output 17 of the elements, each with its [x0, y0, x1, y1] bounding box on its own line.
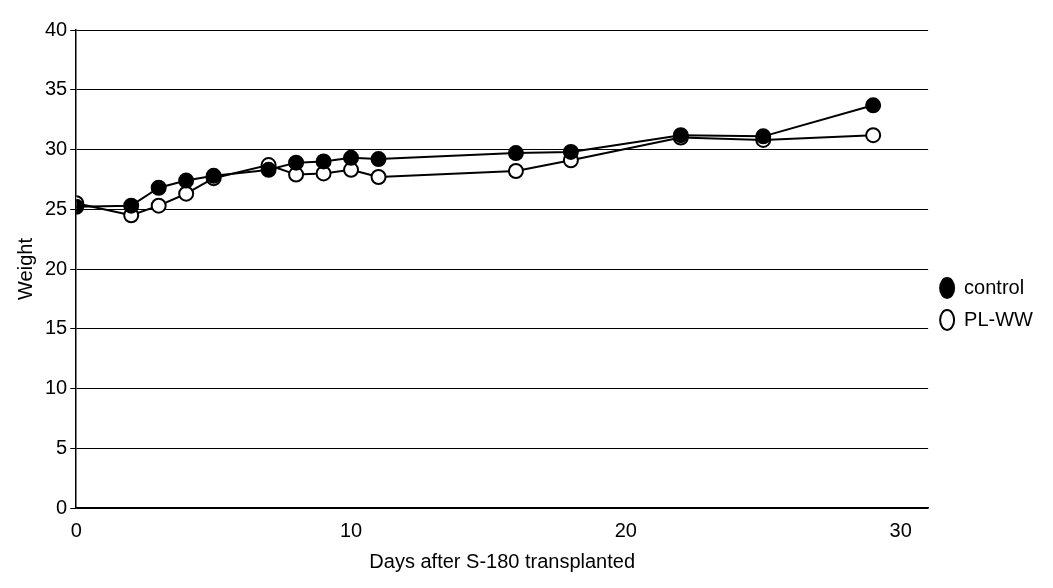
y-tick-label: 25: [45, 196, 68, 219]
x-tick-label: 30: [889, 518, 912, 541]
y-tick-label: 40: [45, 17, 68, 40]
legend-label: PL-WW: [964, 307, 1034, 330]
y-tick-label: 35: [45, 77, 68, 100]
x-tick-label: 10: [339, 518, 363, 541]
y-tick-label: 10: [45, 376, 68, 399]
y-axis-title: Weight: [13, 237, 36, 300]
y-tick-label: 30: [45, 137, 68, 160]
x-tick-label: 20: [614, 518, 637, 541]
y-tick-label: 5: [56, 435, 68, 458]
y-tick-label: 20: [45, 256, 68, 279]
legend-label: control: [964, 275, 1025, 298]
x-axis-title: Days after S-180 transplanted: [369, 549, 636, 572]
y-tick-label: 0: [56, 495, 68, 518]
x-tick-label: 0: [70, 518, 82, 541]
y-tick-label: 15: [45, 316, 68, 339]
